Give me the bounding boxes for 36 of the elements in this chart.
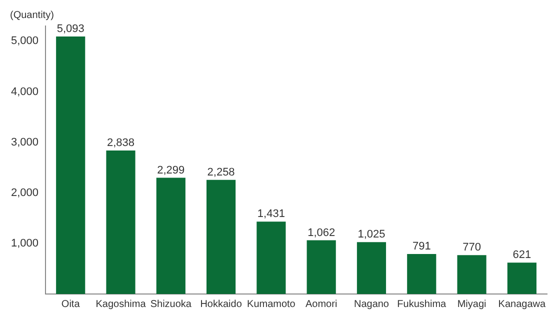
- bar: [407, 254, 436, 294]
- data-label: 2,299: [157, 164, 185, 176]
- x-tick-label: Aomori: [305, 298, 338, 310]
- bar: [56, 36, 86, 294]
- bar: [507, 262, 536, 294]
- y-tick-label: 1,000: [10, 237, 39, 250]
- data-label: 2,258: [207, 166, 235, 178]
- bar: [156, 178, 186, 294]
- bar: [306, 240, 336, 294]
- x-tick-label: Hokkaido: [200, 298, 242, 310]
- bar: [256, 222, 286, 294]
- y-axis-title: (Quantity): [10, 10, 54, 21]
- bar: [457, 255, 486, 294]
- x-tick-label: Oita: [61, 298, 80, 310]
- data-label: 1,025: [358, 228, 386, 241]
- data-label: 2,838: [106, 137, 135, 150]
- data-label: 770: [462, 242, 481, 254]
- y-tick-label: 3,000: [10, 136, 39, 148]
- x-tick-label: Kagoshima: [96, 298, 146, 310]
- data-label: 1,062: [308, 226, 336, 239]
- bar: [356, 242, 386, 294]
- data-label: 1,431: [257, 208, 285, 220]
- data-label: 791: [412, 240, 431, 253]
- x-tick-label: Kumamoto: [247, 298, 296, 310]
- data-label: 621: [512, 249, 532, 262]
- data-label: 5,093: [56, 23, 84, 35]
- x-tick-label: Miyagi: [457, 298, 486, 310]
- x-tick-label: Nagano: [354, 298, 390, 310]
- y-tick-label: 2,000: [10, 186, 39, 199]
- x-tick-label: Shizuoka: [150, 298, 192, 310]
- y-tick-label: 4,000: [10, 86, 39, 98]
- y-tick-label: 5,000: [10, 35, 39, 48]
- bar: [106, 150, 136, 294]
- x-tick-label: Kanagawa: [498, 298, 546, 310]
- bar: [206, 180, 236, 294]
- x-tick-label: Fukushima: [397, 298, 447, 310]
